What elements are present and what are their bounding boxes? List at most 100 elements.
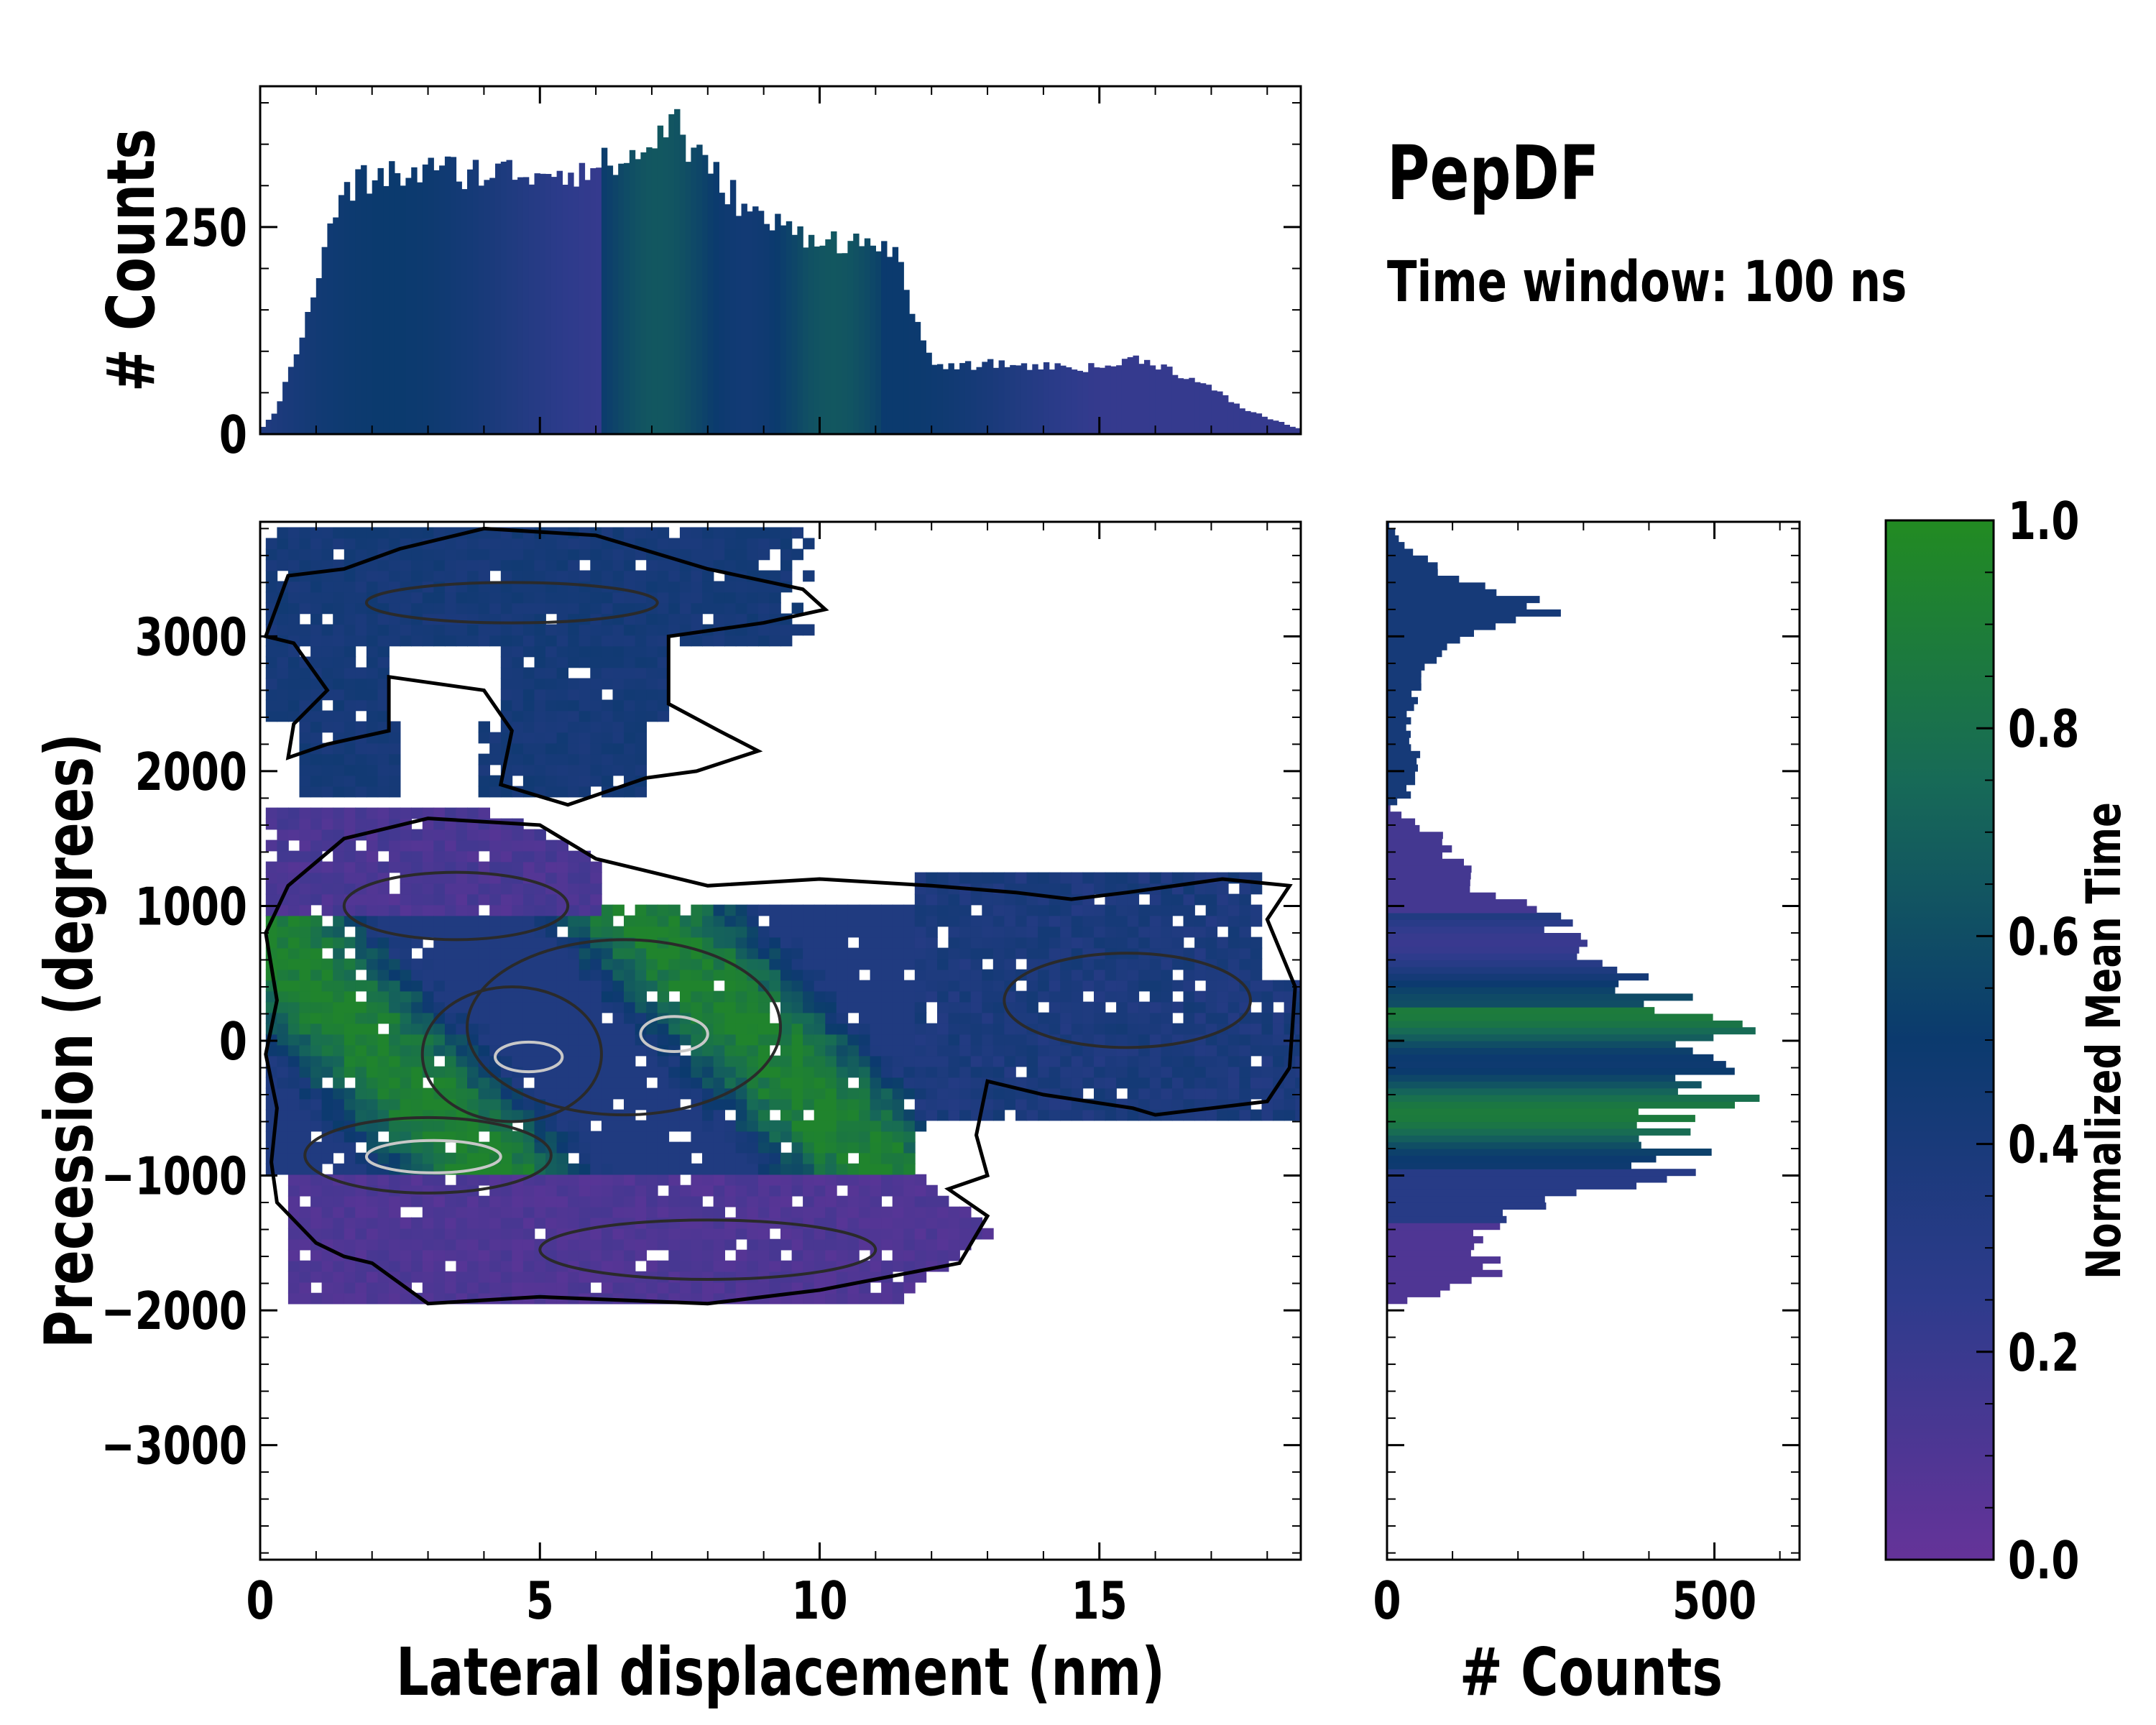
heatmap-cell — [847, 958, 860, 970]
heatmap-cell — [635, 710, 647, 722]
right-x-axis-label: # Counts — [1460, 1634, 1723, 1711]
heatmap-cell — [780, 1055, 793, 1067]
heatmap-cell — [982, 937, 994, 949]
heatmap-cell — [377, 1292, 390, 1305]
right-histogram-bar — [1387, 791, 1411, 799]
heatmap-cell — [601, 1044, 614, 1057]
heatmap-cell — [1138, 1012, 1151, 1024]
top-histogram-bar — [461, 189, 468, 434]
heatmap-cell — [1127, 1055, 1140, 1067]
heatmap-cell — [1060, 872, 1072, 884]
heatmap-cell — [568, 947, 580, 960]
heatmap-cell — [870, 1001, 882, 1013]
heatmap-cell — [791, 926, 803, 938]
heatmap-cell — [299, 689, 311, 701]
heatmap-cell — [1038, 1055, 1050, 1067]
heatmap-cell — [612, 753, 625, 765]
heatmap-cell — [344, 1228, 356, 1240]
heatmap-cell — [579, 947, 591, 960]
heatmap-cell — [624, 958, 636, 970]
heatmap-cell — [310, 1228, 323, 1240]
heatmap-cell — [355, 1012, 367, 1024]
heatmap-cell — [601, 602, 614, 615]
heatmap-cell — [747, 926, 759, 938]
heatmap-cell — [814, 1184, 826, 1197]
heatmap-cell — [556, 602, 568, 615]
heatmap-cell — [1060, 1055, 1072, 1067]
heatmap-cell — [500, 689, 513, 701]
heatmap-cell — [691, 915, 703, 927]
heatmap-cell — [422, 548, 435, 561]
heatmap-cell — [1127, 1109, 1140, 1121]
heatmap-cell — [836, 990, 849, 1003]
heatmap-cell — [747, 613, 759, 625]
colorbar-label: Normalized Mean Time — [2076, 802, 2132, 1279]
heatmap-cell — [277, 807, 289, 819]
heatmap-cell — [892, 1206, 905, 1218]
right-histogram-bar — [1387, 562, 1438, 570]
heatmap-cell — [287, 1228, 300, 1240]
heatmap-cell — [333, 678, 345, 690]
heatmap-cell — [948, 990, 960, 1003]
heatmap-cell — [500, 645, 513, 658]
heatmap-cell — [836, 958, 849, 970]
heatmap-cell — [556, 1034, 568, 1046]
heatmap-cell — [791, 527, 803, 539]
heatmap-cell — [456, 1238, 468, 1251]
heatmap-cell — [444, 602, 457, 615]
heatmap-cell — [881, 1184, 893, 1197]
heatmap-cell — [433, 915, 446, 927]
heatmap-cell — [926, 958, 938, 970]
heatmap-cell — [321, 775, 333, 787]
heatmap-cell — [500, 667, 513, 679]
heatmap-cell — [456, 1034, 468, 1046]
heatmap-cell — [310, 937, 323, 949]
heatmap-cell — [1004, 937, 1016, 949]
heatmap-cell — [1094, 1077, 1106, 1089]
heatmap-cell — [579, 1206, 591, 1218]
right-histogram-bar — [1387, 1149, 1712, 1156]
heatmap-cell — [1205, 947, 1218, 960]
heatmap-cell — [355, 1163, 367, 1175]
heatmap-cell — [859, 1141, 871, 1154]
heatmap-cell — [355, 1087, 367, 1100]
heatmap-cell — [556, 1152, 568, 1164]
heatmap-cell — [1149, 872, 1162, 884]
heatmap-cell — [287, 947, 300, 960]
heatmap-cell — [534, 840, 546, 852]
heatmap-cell — [422, 926, 435, 938]
heatmap-cell — [803, 1292, 815, 1305]
heatmap-cell — [512, 732, 524, 744]
heatmap-cell — [970, 1087, 983, 1100]
heatmap-cell — [892, 1087, 905, 1100]
heatmap-cell — [825, 1131, 837, 1143]
heatmap-cell — [735, 1012, 748, 1024]
heatmap-cell — [287, 699, 300, 712]
heatmap-cell — [512, 1282, 524, 1294]
heatmap-cell — [389, 893, 401, 906]
heatmap-cell — [892, 915, 905, 927]
heatmap-cell — [422, 990, 435, 1003]
heatmap-cell — [747, 980, 759, 992]
heatmap-cell — [1161, 872, 1173, 884]
heatmap-cell — [590, 1098, 602, 1110]
heatmap-cell — [791, 1098, 803, 1110]
heatmap-cell — [735, 904, 748, 916]
right-histogram-bar — [1387, 1256, 1501, 1264]
heatmap-cell — [1227, 1087, 1240, 1100]
heatmap-cell — [948, 947, 960, 960]
heatmap-cell — [747, 1087, 759, 1100]
heatmap-cell — [478, 559, 490, 571]
heatmap-cell — [780, 926, 793, 938]
heatmap-cell — [646, 947, 658, 960]
heatmap-cell — [321, 1292, 333, 1305]
top-histogram-bar — [747, 211, 753, 434]
right-marginal-histogram: 0 500 — [1373, 520, 1801, 1632]
heatmap-cell — [926, 915, 938, 927]
heatmap-cell — [780, 1066, 793, 1078]
heatmap-cell — [1026, 1012, 1038, 1024]
heatmap-cell — [926, 1109, 938, 1121]
heatmap-cell — [1105, 1077, 1117, 1089]
heatmap-cell — [534, 969, 546, 981]
heatmap-cell — [377, 613, 390, 625]
